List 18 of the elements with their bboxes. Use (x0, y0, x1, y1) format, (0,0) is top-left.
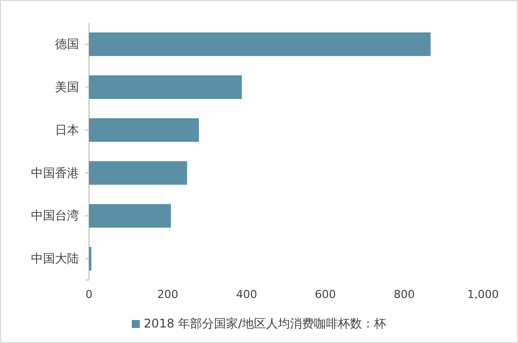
bar (89, 32, 431, 56)
x-tick-label: 800 (394, 288, 415, 301)
y-tick-label: 日本 (55, 122, 79, 137)
x-tick-label: 600 (314, 288, 336, 301)
legend-label: 2018 年部分国家/地区人均消费咖啡杯数：杯 (144, 316, 386, 330)
y-tick-label: 中国大陆 (31, 252, 79, 266)
bar (89, 75, 242, 99)
y-tick-label: 德国 (55, 37, 79, 52)
x-tick-label: 1,000 (467, 288, 499, 301)
x-tick-label: 200 (157, 288, 178, 301)
x-tick-label: 400 (236, 288, 258, 301)
y-tick-label: 中国台湾 (31, 208, 79, 223)
bar (89, 204, 171, 228)
y-tick-label: 中国香港 (31, 166, 79, 180)
y-tick-label: 美国 (55, 80, 79, 94)
x-tick-label: 0 (86, 288, 92, 301)
bar (89, 118, 199, 142)
bar (89, 161, 188, 185)
